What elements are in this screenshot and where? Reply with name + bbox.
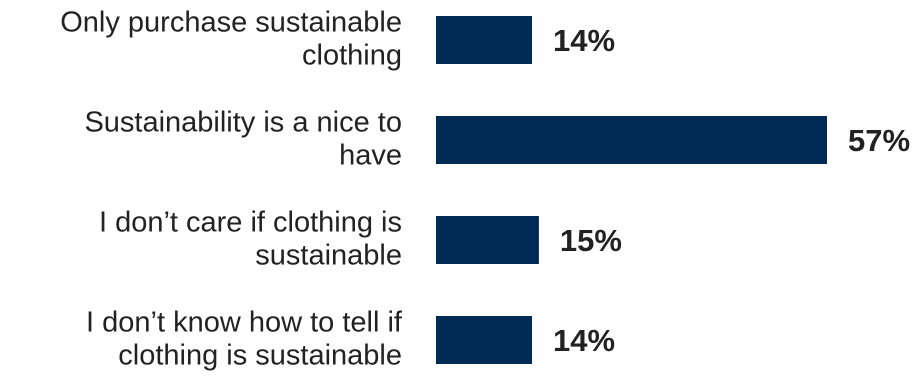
- bar-3: [436, 216, 539, 264]
- value-label-2: 57%: [848, 123, 910, 158]
- category-label-1: Only purchase sustainable clothing: [60, 7, 402, 72]
- category-label-line: have: [339, 140, 402, 172]
- category-label-line: Only purchase sustainable: [60, 7, 402, 39]
- category-label-line: I don’t know how to tell if: [86, 307, 403, 339]
- category-label-4: I don’t know how to tell if clothing is s…: [86, 307, 403, 372]
- category-label-line: sustainable: [255, 240, 402, 272]
- category-label-3: I don’t care if clothing is sustainable: [99, 207, 402, 272]
- bar-1: [436, 16, 533, 64]
- category-label-line: I don’t care if clothing is: [99, 207, 402, 239]
- category-label-line: clothing: [302, 40, 402, 72]
- value-label-3: 15%: [560, 223, 622, 258]
- bar-2: [436, 116, 827, 164]
- bar-4: [436, 316, 533, 364]
- category-label-line: Sustainability is a nice to: [84, 107, 402, 139]
- value-label-4: 14%: [553, 323, 615, 358]
- value-label-1: 14%: [553, 23, 615, 58]
- category-label-2: Sustainability is a nice to have: [84, 107, 402, 172]
- category-label-line: clothing is sustainable: [118, 340, 402, 372]
